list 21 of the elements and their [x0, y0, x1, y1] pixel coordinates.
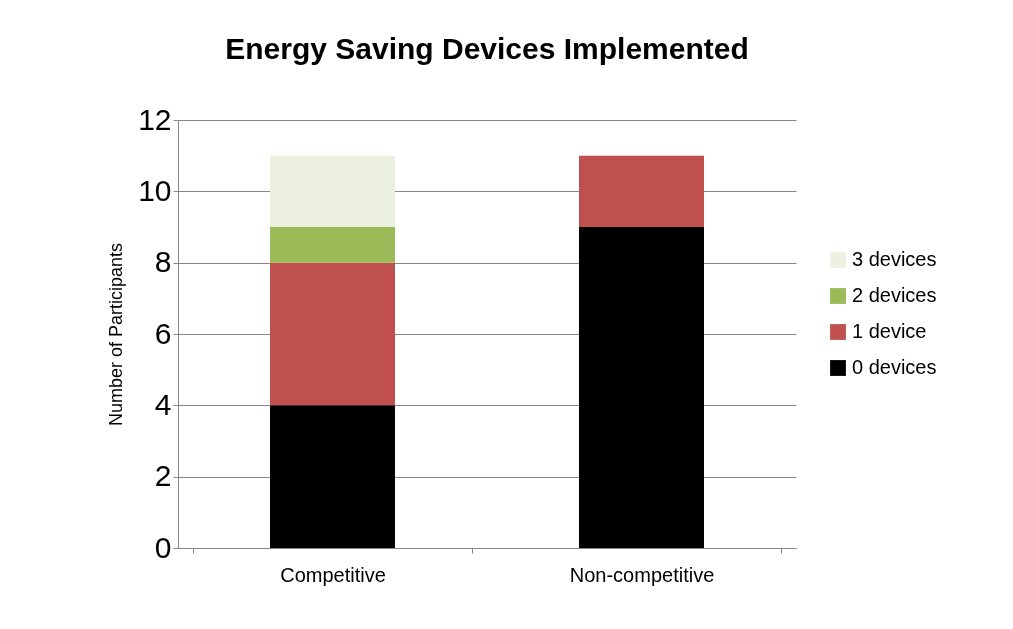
y-tick-label: 12 [138, 102, 172, 136]
y-tick-label: 4 [154, 387, 172, 421]
legend-label: 3 devices [852, 248, 937, 270]
y-tick-label: 10 [138, 173, 172, 207]
bar [270, 227, 395, 263]
legend-label: 1 device [852, 320, 927, 342]
y-tick-label: 6 [154, 316, 172, 350]
legend-label: 2 devices [852, 284, 937, 306]
bar [270, 405, 395, 548]
x-tick-label: Non-competitive [569, 563, 715, 586]
bar [270, 262, 395, 406]
x-tick-label: Competitive [280, 563, 386, 586]
legend-label: 0 devices [852, 356, 937, 378]
y-axis-title: Number of Participants [106, 242, 127, 427]
bar [579, 155, 704, 227]
chart-title: Energy Saving Devices Implemented [225, 32, 749, 65]
y-tick-label: 8 [154, 245, 172, 279]
bar [579, 227, 704, 548]
bar [270, 155, 395, 227]
y-tick-label: 0 [154, 530, 172, 564]
y-tick-label: 2 [154, 459, 172, 493]
